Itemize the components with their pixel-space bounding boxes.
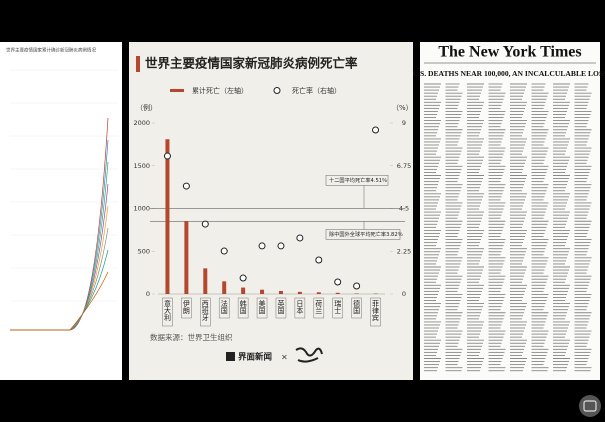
point: [296, 234, 304, 242]
point: [334, 278, 342, 286]
category-box: [237, 297, 249, 319]
point: [182, 182, 190, 190]
left-chart: [10, 69, 118, 331]
annotation: 十二国平均死亡率4.51％: [329, 176, 387, 184]
x-tick-label: 荷兰: [315, 299, 323, 314]
point: [163, 152, 171, 160]
left-title: 世界主要疫情国家累计确诊新冠肺炎病例情况: [6, 47, 96, 54]
chart-title: 世界主要疫情国家新冠肺炎病例死亡率: [145, 56, 358, 71]
y-tick-label: 0: [146, 290, 150, 298]
bar: [165, 139, 170, 294]
category-box: [181, 297, 192, 319]
x-tick-label: 伊朗: [182, 299, 190, 315]
legend-swatch: [273, 87, 281, 94]
category-box: [218, 297, 230, 319]
point: [353, 282, 361, 290]
category-box: [256, 297, 268, 319]
y-tick-label: 1000: [133, 205, 150, 213]
title-accent: [136, 56, 140, 72]
source: 数据来源：世界卫生组织: [150, 332, 233, 342]
brand: 界面新闻: [238, 352, 272, 363]
y-tick-label: 1500: [133, 162, 150, 170]
point: [258, 242, 266, 250]
category-box: [313, 297, 325, 319]
newspaper-panel: [420, 42, 600, 380]
x-tick-label: 英国: [277, 299, 285, 315]
point: [220, 247, 228, 255]
x-tick-label: 菲律宾: [372, 299, 380, 322]
bar: [354, 293, 359, 294]
category-box: [351, 297, 362, 319]
category-box: [275, 297, 287, 319]
bar: [278, 291, 283, 294]
category-box: [370, 297, 381, 327]
x-tick-label: 瑞士: [334, 299, 342, 314]
category-box: [162, 297, 173, 327]
y-tick-label: 500: [138, 247, 150, 255]
point: [277, 242, 285, 250]
left-panel: [0, 42, 122, 380]
x-tick-label: 美国: [258, 299, 266, 315]
y2-tick-label: 6.75: [397, 162, 411, 170]
x-tick-label: 德国: [353, 299, 361, 315]
bar: [316, 292, 321, 294]
y2-tick-label: 9: [402, 119, 406, 127]
legend-label: 死亡率（右轴）: [292, 86, 341, 95]
y2-tick-label: 2.25: [397, 247, 411, 255]
x-tick-label: 日本: [296, 300, 304, 315]
x-tick-label: 法国: [220, 299, 228, 315]
legend-swatch: [170, 89, 184, 92]
rotate-button[interactable]: [579, 395, 601, 417]
annotation: 除中国外全球平均死亡率3.82％: [329, 230, 403, 238]
headline: U.S. DEATHS NEAR 100,000, AN INCALCULABL…: [413, 69, 605, 78]
point: [315, 256, 323, 264]
decor-line: [10, 271, 109, 331]
brand-icon: [226, 352, 235, 361]
y-tick-label: 2000: [133, 119, 150, 127]
bar: [260, 289, 265, 294]
y2-axis-label: （%）: [392, 104, 413, 112]
x-tick-label: 西班牙: [201, 300, 209, 322]
category-box: [200, 297, 211, 327]
y2-tick-label: 0: [402, 290, 406, 298]
bar: [222, 281, 227, 294]
partner-logo: [295, 347, 323, 363]
bar: [297, 291, 302, 294]
x-tick-label: 韩国: [239, 299, 247, 315]
bar: [184, 221, 189, 294]
annotation-box: [325, 229, 401, 240]
category-box: [332, 297, 343, 319]
rotate-icon: [583, 400, 597, 412]
chart-panel: [129, 42, 413, 380]
bar: [241, 287, 246, 294]
bar: [203, 268, 208, 294]
separator: ×: [281, 353, 288, 362]
newspaper-columns: [424, 83, 592, 372]
y-axis-label: （例）: [136, 103, 157, 112]
masthead: The New York Times: [438, 44, 581, 61]
category-box: [294, 297, 306, 319]
bar: [335, 292, 340, 294]
point: [239, 274, 247, 282]
x-tick-label: 意大利: [163, 299, 171, 321]
legend-label: 累计死亡（左轴）: [192, 86, 248, 95]
annotation-box: [325, 175, 389, 186]
point: [201, 220, 209, 228]
point: [372, 126, 380, 134]
